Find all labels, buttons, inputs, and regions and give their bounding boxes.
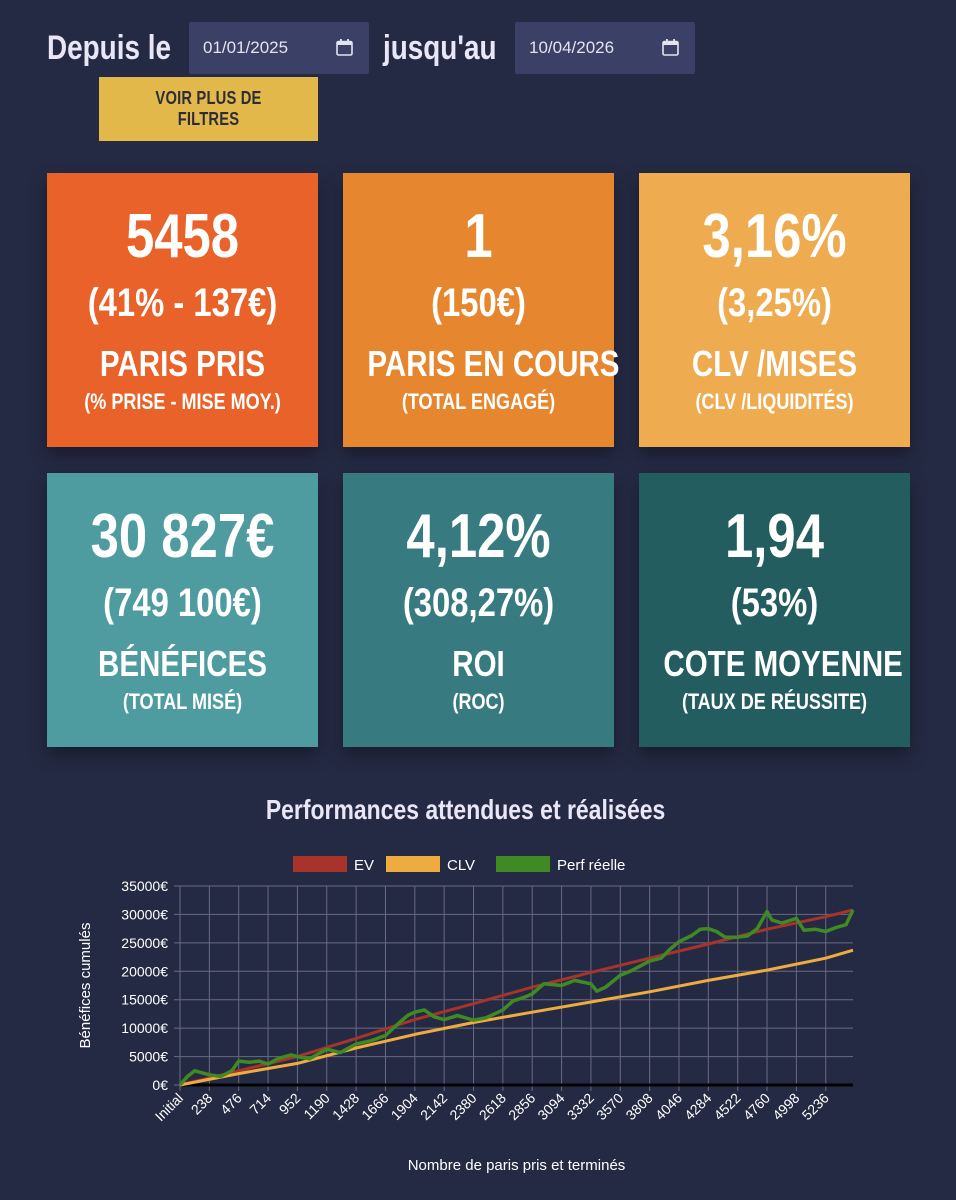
card-sub-value: (53%) xyxy=(730,581,819,625)
card-clv: 3,16% (3,25%) CLV /MISES (CLV /LIQUIDITÉ… xyxy=(639,173,910,447)
x-tick-label: 3094 xyxy=(534,1090,567,1123)
from-date-input[interactable]: 01/01/2025 xyxy=(189,22,369,74)
from-label: Depuis le xyxy=(47,29,171,67)
performance-chart: 0€ 5000€ 10000€ 15000€ 20000€ 25000€ 30000€ 350… xyxy=(77,856,855,1174)
card-sub-value: (3,25%) xyxy=(717,281,832,325)
x-tick-label: 1428 xyxy=(329,1090,362,1123)
x-tick-label: 1190 xyxy=(300,1090,333,1123)
x-tick-label: 4522 xyxy=(710,1090,743,1123)
card-main-value: 5458 xyxy=(125,202,240,271)
x-tick-label: 4046 xyxy=(652,1090,685,1123)
card-roi: 4,12% (308,27%) ROI (ROC) xyxy=(343,473,614,747)
legend-label: CLV xyxy=(447,857,475,874)
card-main-value: 30 827€ xyxy=(90,502,275,571)
card-average-odds: 1,94 (53%) COTE MOYENNE (TAUX DE RÉUSSIT… xyxy=(639,473,910,747)
card-caption: (TAUX DE RÉUSSITE) xyxy=(681,689,868,714)
from-date-value: 01/01/2025 xyxy=(203,38,289,57)
x-tick-label: 1666 xyxy=(358,1090,391,1123)
card-title: BÉNÉFICES xyxy=(98,643,267,684)
x-tick-label: 2142 xyxy=(417,1090,450,1123)
card-sub-value: (41% - 137€) xyxy=(87,281,278,325)
card-sub-value: (150€) xyxy=(431,281,526,325)
x-tick-label: 238 xyxy=(188,1090,216,1118)
y-tick-label: 0€ xyxy=(152,1077,168,1093)
card-caption: (% PRISE - MISE MOY.) xyxy=(84,389,281,414)
y-tick-label: 20000€ xyxy=(121,963,168,979)
card-caption: (TOTAL MISÉ) xyxy=(122,689,243,714)
x-tick-label: 952 xyxy=(276,1090,304,1118)
card-main-value: 4,12% xyxy=(406,502,551,571)
x-tick-label: 2380 xyxy=(446,1090,479,1123)
card-sub-value: (308,27%) xyxy=(402,581,555,625)
y-tick-label: 35000€ xyxy=(121,878,168,894)
x-tick-label: 5236 xyxy=(799,1090,832,1123)
x-tick-label: 4760 xyxy=(740,1090,773,1123)
card-bets-pending: 1 (150€) PARIS EN COURS (TOTAL ENGAGÉ) xyxy=(343,173,620,447)
series-line xyxy=(179,948,854,1087)
x-tick-label: 4998 xyxy=(769,1090,802,1123)
card-main-value: 1,94 xyxy=(725,502,824,571)
filter-row: Depuis le 01/01/2025 jusqu'au 10/04/2026 xyxy=(0,0,956,100)
calendar-icon[interactable] xyxy=(662,39,679,56)
x-tick-label: 4284 xyxy=(681,1090,714,1123)
legend-swatch xyxy=(293,856,347,872)
card-title: PARIS EN COURS xyxy=(367,343,620,384)
card-main-value: 1 xyxy=(464,202,493,271)
x-tick-label: Initial xyxy=(152,1090,186,1124)
card-profit: 30 827€ (749 100€) BÉNÉFICES (TOTAL MISÉ… xyxy=(47,473,318,747)
legend-swatch xyxy=(496,856,550,872)
y-tick-label: 10000€ xyxy=(121,1020,168,1036)
card-sub-value: (749 100€) xyxy=(103,581,262,625)
calendar-icon[interactable] xyxy=(336,39,353,56)
to-date-input[interactable]: 10/04/2026 xyxy=(515,22,695,74)
to-date-value: 10/04/2026 xyxy=(529,38,615,57)
x-tick-label: 714 xyxy=(246,1090,274,1118)
legend-swatch xyxy=(386,856,440,872)
to-label: jusqu'au xyxy=(383,29,497,67)
card-caption: (CLV /LIQUIDITÉS) xyxy=(695,389,854,414)
y-axis-title: Bénéfices cumulés xyxy=(77,923,94,1049)
plot-area xyxy=(180,886,853,1085)
y-tick-label: 25000€ xyxy=(121,935,168,951)
card-title: PARIS PRIS xyxy=(99,343,266,384)
legend-label: EV xyxy=(354,857,374,874)
x-tick-label: 3332 xyxy=(564,1090,597,1123)
card-caption: (ROC) xyxy=(452,689,505,714)
series-line xyxy=(178,909,855,1087)
x-tick-label: 2856 xyxy=(505,1090,538,1123)
x-tick-label: 3570 xyxy=(593,1090,626,1123)
chart-title: Performances attendues et réalisées xyxy=(0,794,932,826)
more-filters-label: VOIR PLUS DE FILTRES xyxy=(155,88,262,129)
x-tick-label: 2618 xyxy=(476,1090,509,1123)
x-tick-label: 3808 xyxy=(622,1090,655,1123)
more-filters-button[interactable]: VOIR PLUS DE FILTRES xyxy=(99,77,318,141)
card-title: COTE MOYENNE xyxy=(663,643,903,684)
x-tick-label: 476 xyxy=(217,1090,245,1118)
x-axis-title: Nombre de paris pris et terminés xyxy=(408,1157,626,1174)
legend-label: Perf réelle xyxy=(557,857,625,874)
y-tick-label: 30000€ xyxy=(121,906,168,922)
card-caption: (TOTAL ENGAGÉ) xyxy=(401,389,556,414)
chart-title-text: Performances attendues et réalisées xyxy=(266,794,666,825)
y-tick-label: 5000€ xyxy=(129,1049,168,1065)
card-main-value: 3,16% xyxy=(702,202,847,271)
y-tick-label: 15000€ xyxy=(121,992,168,1008)
card-bets-taken: 5458 (41% - 137€) PARIS PRIS (% PRISE - … xyxy=(47,173,318,447)
x-tick-label: 1904 xyxy=(388,1090,421,1123)
card-title: CLV /MISES xyxy=(691,343,858,384)
card-title: ROI xyxy=(452,643,505,684)
